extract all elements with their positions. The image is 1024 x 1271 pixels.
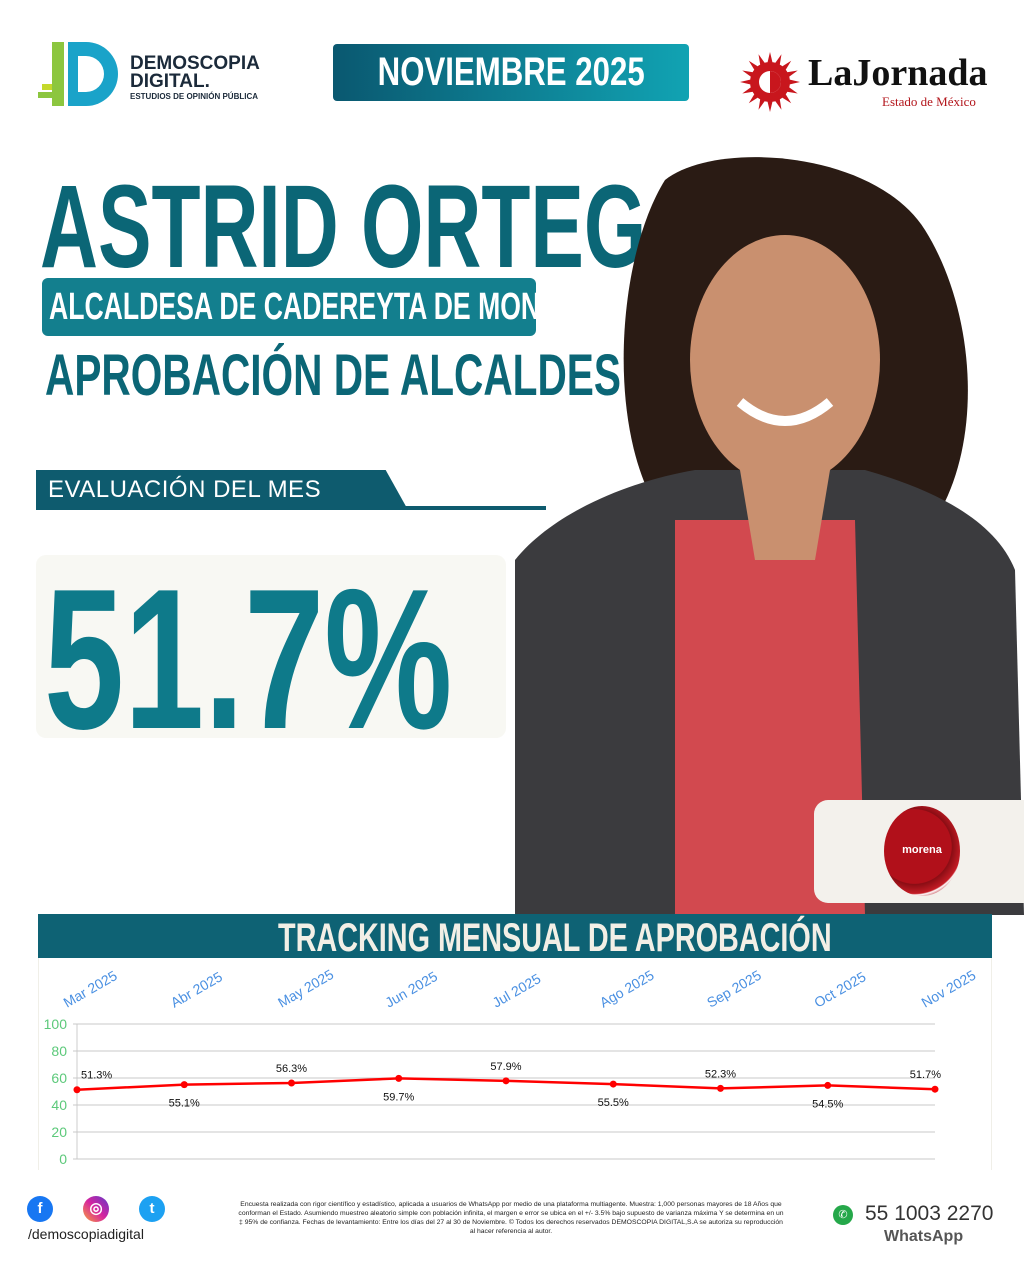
data-label: 52.3% [705,1068,736,1080]
x-tick-label: Ago 2025 [597,967,657,1011]
approval-card [36,555,506,738]
data-label: 59.7% [383,1091,414,1103]
social-handle[interactable]: /demoscopiadigital [28,1226,144,1242]
instagram-icon[interactable]: ◎ [83,1196,109,1222]
x-tick-label: Sep 2025 [704,967,764,1011]
methodology-disclaimer: Encuesta realizada con rigor científico … [238,1201,784,1235]
x-tick-label: Mar 2025 [61,967,120,1011]
chart-title-bar: TRACKING MENSUAL DE APROBACIÓN [38,914,992,960]
month-banner: NOVIEMBRE 2025 [333,44,689,101]
data-point [717,1084,724,1092]
data-label: 56.3% [276,1063,307,1075]
candidate-name: ASTRID ORTEGA [40,161,705,293]
twitter-icon[interactable]: t [139,1196,165,1222]
x-tick-label: Jun 2025 [382,968,440,1011]
approval-value: 51.7% [44,548,453,771]
demoscopia-logo [38,42,118,106]
data-label: 55.5% [598,1097,629,1109]
candidate-photo [515,157,1024,915]
phone-number[interactable]: 55 1003 2270 [865,1202,994,1225]
x-tick-label: Abr 2025 [168,968,225,1010]
x-tick-label: Nov 2025 [919,967,979,1011]
morena-party-logo: morena [884,806,960,896]
data-point [73,1086,81,1094]
facebook-icon[interactable]: f [27,1196,53,1222]
role-badge: ALCALDESA DE CADEREYTA DE MONTES [42,278,592,336]
x-tick-label: Jul 2025 [490,970,544,1010]
chart-title: TRACKING MENSUAL DE APROBACIÓN [278,916,832,960]
data-point [180,1081,188,1089]
y-tick-label: 60 [51,1070,67,1086]
brand-tagline: ESTUDIOS DE OPINIÓN PÚBLICA [130,92,259,101]
data-point [931,1085,939,1093]
survey-subtitle: APROBACIÓN DE ALCALDES [45,343,621,408]
y-tick-label: 40 [51,1097,67,1113]
data-label: 57.9% [490,1061,521,1073]
data-point [395,1074,403,1082]
data-label: 54.5% [812,1098,843,1110]
data-label: 51.7% [910,1069,941,1081]
data-label: 55.1% [169,1098,200,1110]
x-tick-label: May 2025 [275,966,336,1011]
y-tick-label: 0 [59,1151,67,1167]
whatsapp-label: WhatsApp [884,1228,964,1245]
partner-subtitle: Estado de México [882,94,976,109]
partner-logo-text: LaJornada [808,52,988,94]
x-tick-label: Oct 2025 [811,968,868,1010]
data-point [288,1079,295,1087]
data-point [824,1081,832,1089]
data-label: 51.3% [81,1070,112,1082]
tracking-chart: 0 20 40 60 80 100 Mar 2025 Abr 2025 May 2025 Jun … [44,966,979,1167]
chart-area [38,958,992,1170]
data-point [502,1077,510,1085]
whatsapp-icon: ✆ [833,1205,853,1225]
evaluation-label: EVALUACIÓN DEL MES [36,470,408,510]
y-tick-label: 80 [51,1043,67,1059]
brand-name: DEMOSCOPIA DIGITAL. [130,53,260,92]
y-tick-label: 100 [44,1016,68,1032]
y-tick-label: 20 [51,1124,67,1140]
data-point [609,1080,617,1088]
la-jornada-sun-logo [740,52,800,112]
